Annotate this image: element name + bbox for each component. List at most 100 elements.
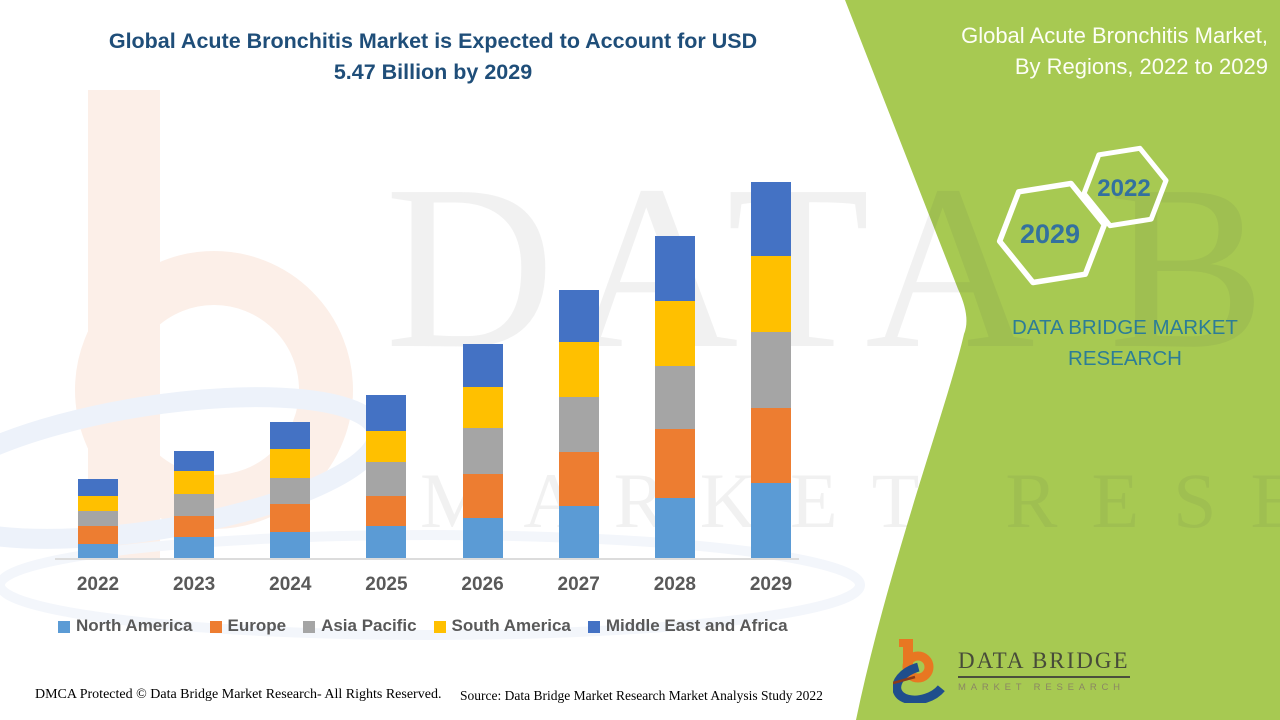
legend-label: North America [76,616,193,635]
bar-segment-2027-asia-pacific [558,396,599,453]
bar-segment-2026-south-america [462,387,503,429]
bar-segment-2028-europe [654,428,695,498]
chart-title-line2: 5.47 Billion by 2029 [333,60,533,84]
bar-segment-2024-north-america [270,531,311,558]
bar-segment-2022-europe [78,525,118,544]
chart-title-line1: Global Acute Bronchitis Market is Expect… [108,29,758,53]
legend-swatch [58,620,70,633]
panel-heading-line1: Global Acute Bronchitis Market, [961,23,1268,48]
legend-label: South America [451,616,571,635]
bar-segment-2025-north-america [366,526,407,558]
legend-label: Europe [227,616,287,635]
databridge-logo-icon [893,639,949,703]
legend-item-south-america: South America [433,616,571,636]
bar-segment-2029-europe [750,407,791,484]
footer-source-text: Source: Data Bridge Market Research Mark… [460,688,823,703]
bar-segment-2022-south-america [78,495,118,511]
bar-segment-2022-asia-pacific [78,510,118,526]
legend-swatch [587,620,600,633]
bar-segment-2029-middle-east-and-africa [750,182,791,257]
watermark-blue-swoosh-2 [0,530,865,640]
stacked-bar-2029 [750,182,791,558]
hexagon-2022-outline [1081,145,1169,229]
legend-swatch [433,620,446,633]
legend: North America Europe Asia Pacific South Ame… [58,616,788,636]
watermark-text-row1: DATA BRIDGE [385,137,1280,397]
hexagon-2022 [1081,145,1169,229]
logo-text-block: DATA BRIDGE MARKET RESEARCH [958,648,1130,693]
bar-segment-2025-asia-pacific [366,461,407,496]
x-axis-label-2025: 2025 [365,574,408,595]
logo-d-swoosh [893,661,949,703]
bar-segment-2023-north-america [174,536,215,558]
bar-segment-2022-middle-east-and-africa [78,479,118,496]
footer-dmca-text: DMCA Protected © Data Bridge Market Rese… [35,687,442,702]
chart-title: Global Acute Bronchitis Market is Expect… [58,26,808,88]
hexagon-2022-label: 2022 [1097,175,1150,202]
bar-segment-2023-south-america [174,470,215,495]
x-axis-line [55,558,799,560]
legend-swatch [209,620,222,633]
bar-segment-2027-middle-east-and-africa [558,290,599,343]
stacked-bar-2022 [78,479,118,558]
hexagon-2029-outline [996,180,1108,286]
stacked-bar-2025 [366,395,407,558]
x-axis-label-2027: 2027 [557,574,600,595]
logo-name: DATA BRIDGE [958,648,1130,678]
legend-label: Middle East and Africa [605,616,788,635]
x-axis-label-2022: 2022 [76,574,120,595]
legend-item-asia-pacific: Asia Pacific [303,616,417,636]
bar-segment-2029-asia-pacific [750,331,791,408]
bar-segment-2028-middle-east-and-africa [654,236,695,302]
panel-brand-text: DATA BRIDGE MARKET RESEARCH [1012,316,1238,370]
bar-segment-2028-asia-pacific [654,365,695,429]
stacked-bar-2028 [654,236,695,558]
logo-b-notch [899,639,907,647]
stacked-bar-2027 [558,290,599,558]
bar-segment-2027-europe [558,452,599,506]
databridge-logo: DATA BRIDGE MARKET RESEARCH [893,637,1130,703]
bar-segment-2029-south-america [750,256,791,332]
logo-underline-swoosh [893,675,916,685]
bar-segment-2025-europe [366,495,407,527]
green-panel-shape [845,0,1280,720]
plot-area [55,98,799,560]
bar-segment-2026-europe [462,473,503,518]
bar-segment-2029-north-america [750,483,791,558]
hexagon-2029-label: 2029 [1020,219,1080,249]
x-axis-label-2023: 2023 [172,574,216,595]
bar-segment-2026-middle-east-and-africa [462,343,503,388]
bar-segment-2022-north-america [78,543,118,558]
bar-segment-2026-asia-pacific [462,428,503,474]
bar-segment-2023-asia-pacific [174,494,215,517]
legend-swatch [303,620,316,633]
panel-heading-line2: By Regions, 2022 to 2029 [1014,54,1268,79]
legend-label: Asia Pacific [321,616,417,635]
stacked-bar-2026 [462,343,503,558]
bar-segment-2026-north-america [462,517,503,558]
x-axis-label-2029: 2029 [749,574,793,595]
panel-heading: Global Acute Bronchitis Market, By Regio… [848,20,1268,82]
bar-segment-2025-middle-east-and-africa [366,395,407,431]
bar-segment-2024-asia-pacific [270,478,311,505]
hexagon-2029 [996,180,1108,286]
legend-item-north-america: North America [58,616,193,636]
bar-segment-2023-europe [174,516,215,537]
legend-item-middle-east-and-africa: Middle East and Africa [587,616,788,636]
stacked-bar-2023 [174,450,215,558]
bar-segment-2025-south-america [366,430,407,462]
legend-item-europe: Europe [209,616,287,636]
bar-segment-2024-europe [270,504,311,532]
bar-segment-2027-north-america [558,505,599,558]
logo-subtitle: MARKET RESEARCH [958,681,1125,693]
bar-segment-2024-south-america [270,449,311,479]
bar-segment-2023-middle-east-and-africa [174,450,215,471]
bar-segment-2027-south-america [558,342,599,397]
x-axis-label-2024: 2024 [269,574,312,595]
bar-segment-2024-middle-east-and-africa [270,421,311,450]
bar-segment-2028-north-america [654,497,695,558]
x-axis-label-2028: 2028 [653,574,696,595]
